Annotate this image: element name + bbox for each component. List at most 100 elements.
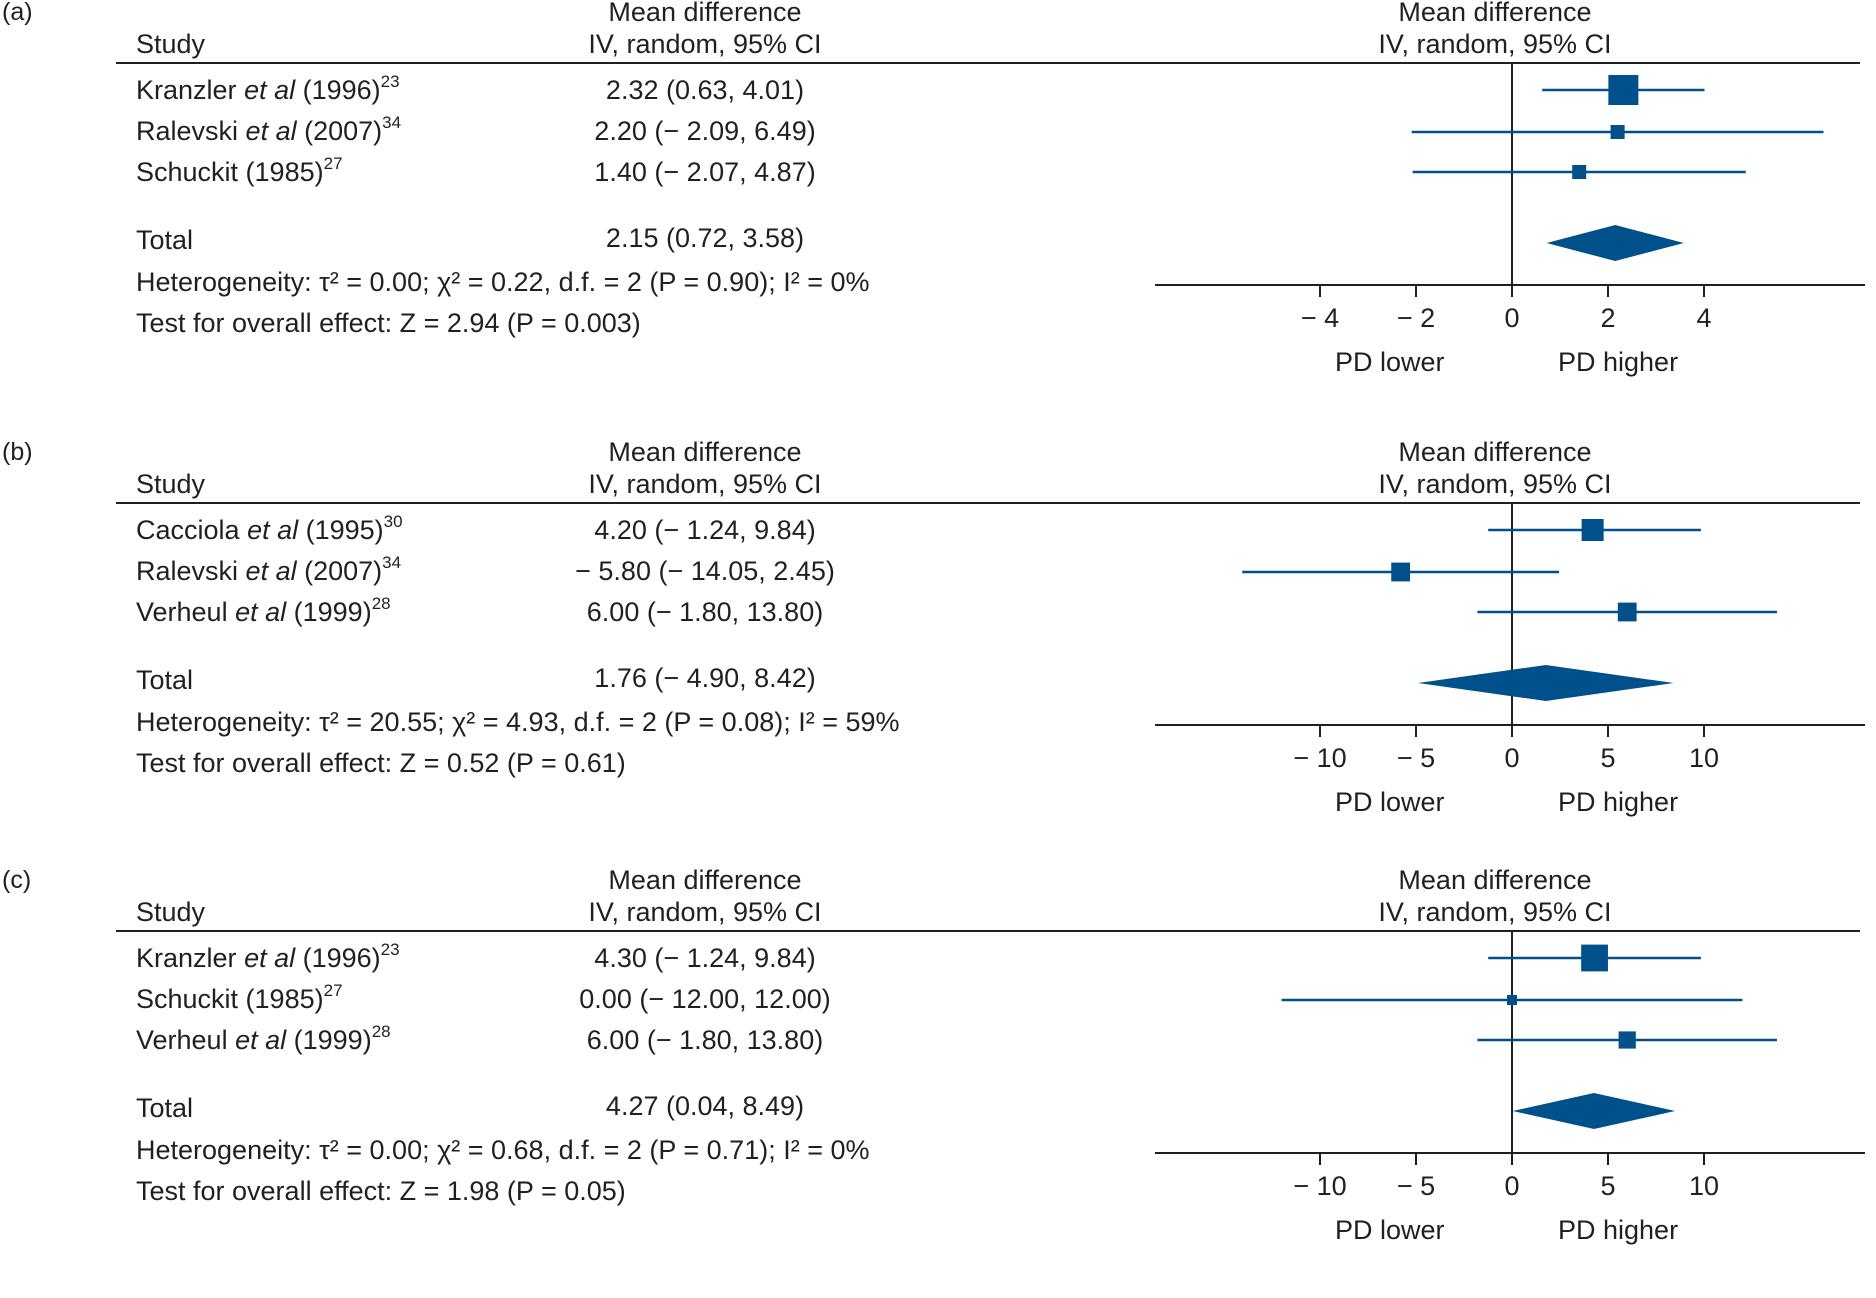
x-tick-label: − 5 (1397, 743, 1435, 773)
study-ref: 23 (380, 940, 400, 959)
study-year: (2007) (296, 556, 383, 586)
total-effect: 1.76 (− 4.90, 8.42) (594, 663, 816, 693)
study-ref: 34 (382, 113, 402, 132)
heterogeneity-stats: Heterogeneity: τ² = 0.00; χ² = 0.22, d.f… (136, 267, 870, 297)
total-diamond (1512, 1093, 1676, 1129)
study-label: Verheul et al (1999)28 (136, 594, 391, 628)
study-label: Schuckit (1985)27 (136, 981, 343, 1015)
total-effect: 4.27 (0.04, 8.49) (605, 1091, 805, 1121)
effect-column-header-1: Mean difference (608, 0, 802, 27)
study-ref: 30 (383, 512, 403, 531)
study-effect: 0.00 (− 12.00, 12.00) (579, 984, 831, 1014)
study-ref: 28 (371, 594, 391, 613)
study-effect: 1.40 (− 2.07, 4.87) (594, 157, 816, 187)
total-diamond (1546, 225, 1684, 261)
study-etal: et al (244, 75, 296, 105)
header-rule (116, 62, 1860, 64)
total-diamond (1417, 665, 1674, 701)
heterogeneity-stats: Heterogeneity: τ² = 20.55; χ² = 4.93, d.… (136, 707, 900, 737)
favours-right-label: PD higher (1558, 1215, 1679, 1245)
study-etal: et al (245, 556, 297, 586)
study-author: Kranzler (136, 75, 237, 105)
forest-plot: − 10 − 5 0 5 10 (1155, 930, 1865, 1201)
study-ref: 27 (323, 981, 343, 1000)
panel-label: (b) (2, 438, 33, 466)
study-label: Kranzler et al (1996)23 (136, 73, 400, 106)
study-author: Verheul (136, 1025, 228, 1055)
study-marker (1572, 165, 1587, 179)
study-marker (1617, 602, 1637, 622)
study-label: Verheul et al (1999)28 (136, 1023, 391, 1056)
plot-column-header-2: IV, random, 95% CI (1378, 29, 1612, 59)
panel-label: (c) (2, 866, 32, 894)
study-marker (1581, 944, 1608, 972)
total-effect: 2.15 (0.72, 3.58) (605, 223, 805, 253)
study-author: Schuckit (136, 157, 239, 187)
x-tick-label: 10 (1689, 743, 1719, 773)
study-year: (1999) (286, 597, 372, 627)
study-year: (1996) (295, 943, 381, 973)
study-etal: et al (247, 515, 299, 545)
study-etal: et al (244, 943, 296, 973)
favours-left-label: PD lower (1335, 787, 1445, 817)
total-label: Total (136, 665, 194, 695)
forest-panel-a: (a) Study Mean difference IV, random, 95… (0, 0, 1876, 430)
study-effect: 6.00 (− 1.80, 13.80) (586, 597, 824, 627)
study-author: Ralevski (136, 556, 239, 586)
heterogeneity-stats: Heterogeneity: τ² = 0.00; χ² = 0.68, d.f… (136, 1135, 870, 1165)
study-year: (1996) (295, 75, 381, 105)
plot-column-header-1: Mean difference (1398, 865, 1592, 895)
header-rule (116, 930, 1860, 932)
x-tick-label: 0 (1504, 743, 1519, 773)
study-effect: 6.00 (− 1.80, 13.80) (586, 1025, 824, 1055)
favours-left-label: PD lower (1335, 1215, 1445, 1245)
plot-column-header-1: Mean difference (1398, 437, 1592, 467)
study-label: Cacciola et al (1995)30 (136, 512, 403, 546)
study-marker (1507, 995, 1517, 1005)
plot-column-header-2: IV, random, 95% CI (1378, 469, 1612, 499)
study-marker (1618, 1031, 1636, 1049)
study-label: Kranzler et al (1996)23 (136, 940, 400, 974)
study-author: Ralevski (136, 116, 239, 146)
study-year: (1985) (238, 984, 324, 1014)
study-year: (1999) (286, 1025, 372, 1055)
favours-right-label: PD higher (1558, 787, 1679, 817)
study-column-header: Study (136, 469, 206, 499)
study-year: (2007) (296, 116, 383, 146)
study-etal: et al (245, 116, 297, 146)
favours-right-label: PD higher (1558, 347, 1679, 377)
x-tick-label: − 5 (1397, 1171, 1435, 1201)
study-author: Verheul (136, 597, 228, 627)
forest-panel-b: (b) Study Mean difference IV, random, 95… (0, 437, 1876, 870)
overall-effect-test: Test for overall effect: Z = 1.98 (P = 0… (136, 1176, 626, 1206)
study-column-header: Study (136, 897, 206, 927)
study-effect: − 5.80 (− 14.05, 2.45) (575, 556, 835, 586)
study-label: Schuckit (1985)27 (136, 154, 343, 188)
study-ref: 27 (323, 154, 343, 173)
x-tick-label: − 10 (1293, 743, 1346, 773)
plot-column-header-2: IV, random, 95% CI (1378, 897, 1612, 927)
study-year: (1985) (238, 157, 324, 187)
overall-effect-test: Test for overall effect: Z = 0.52 (P = 0… (136, 748, 626, 778)
x-tick-label: − 2 (1397, 303, 1435, 333)
study-author: Kranzler (136, 943, 237, 973)
x-tick-label: 5 (1600, 743, 1615, 773)
x-tick-label: 10 (1689, 1171, 1719, 1201)
forest-plot: − 4 − 2 0 2 4 (1155, 62, 1865, 333)
total-label: Total (136, 1093, 194, 1123)
x-tick-label: − 10 (1293, 1171, 1346, 1201)
x-tick-label: 0 (1504, 1171, 1519, 1201)
plot-column-header-1: Mean difference (1398, 0, 1592, 27)
study-effect: 4.20 (− 1.24, 9.84) (594, 515, 816, 545)
x-tick-label: 2 (1600, 303, 1615, 333)
study-year: (1995) (298, 515, 384, 545)
study-label: Ralevski et al (2007)34 (136, 553, 402, 587)
study-label: Ralevski et al (2007)34 (136, 113, 402, 147)
study-marker (1391, 562, 1411, 582)
study-effect: 4.30 (− 1.24, 9.84) (594, 943, 816, 973)
study-ref: 34 (382, 553, 402, 572)
study-author: Cacciola (136, 515, 240, 545)
study-etal: et al (235, 1025, 287, 1055)
total-label: Total (136, 225, 194, 255)
study-marker (1581, 519, 1604, 541)
